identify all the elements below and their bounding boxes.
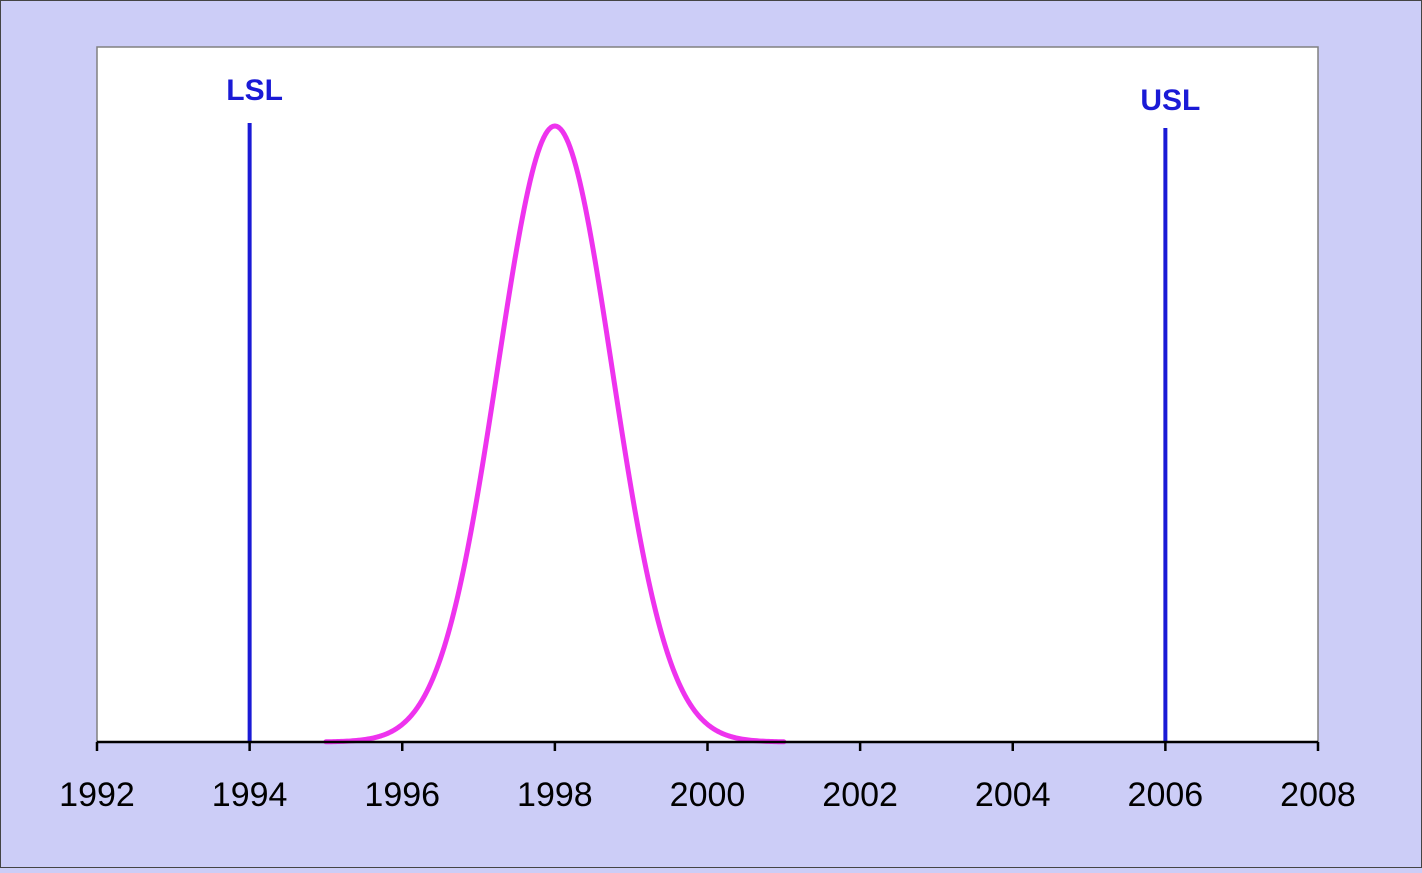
x-tick-label: 2006 [1128,776,1204,814]
x-tick-label: 2000 [670,776,746,814]
spec-limit-lines: LSL USL [226,74,1200,742]
lsl-label: LSL [226,74,283,107]
x-tick-label: 1998 [517,776,593,814]
distribution-curve-layer [323,123,787,745]
x-tick-label: 2004 [975,776,1051,814]
x-tick-label: 1994 [212,776,288,814]
plot-area [96,46,1319,743]
distribution-curve [323,123,787,745]
x-tick-label: 2008 [1280,776,1356,814]
x-axis-ticks: 1992 1994 1996 1998 2000 2002 2004 2006 2008 [59,742,1356,814]
usl-label: USL [1140,84,1200,117]
x-tick-label: 1992 [59,776,135,814]
x-tick-label: 2002 [822,776,898,814]
x-tick-label: 1996 [364,776,440,814]
